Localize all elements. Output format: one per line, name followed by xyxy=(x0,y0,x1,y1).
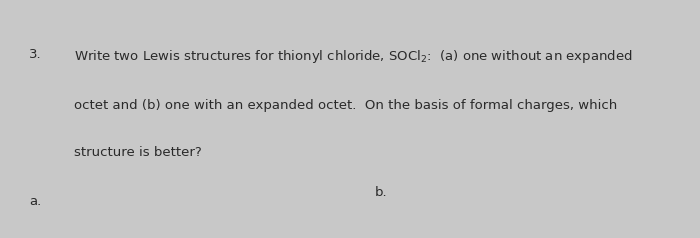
Text: octet and (b) one with an expanded octet.  On the basis of formal charges, which: octet and (b) one with an expanded octet… xyxy=(74,99,617,112)
Text: structure is better?: structure is better? xyxy=(74,146,202,159)
Text: Write two Lewis structures for thionyl chloride, SOCl$_2$:  (a) one without an e: Write two Lewis structures for thionyl c… xyxy=(74,48,632,64)
Text: b.: b. xyxy=(374,186,387,199)
Text: a.: a. xyxy=(29,195,42,208)
Text: 3.: 3. xyxy=(29,48,42,61)
